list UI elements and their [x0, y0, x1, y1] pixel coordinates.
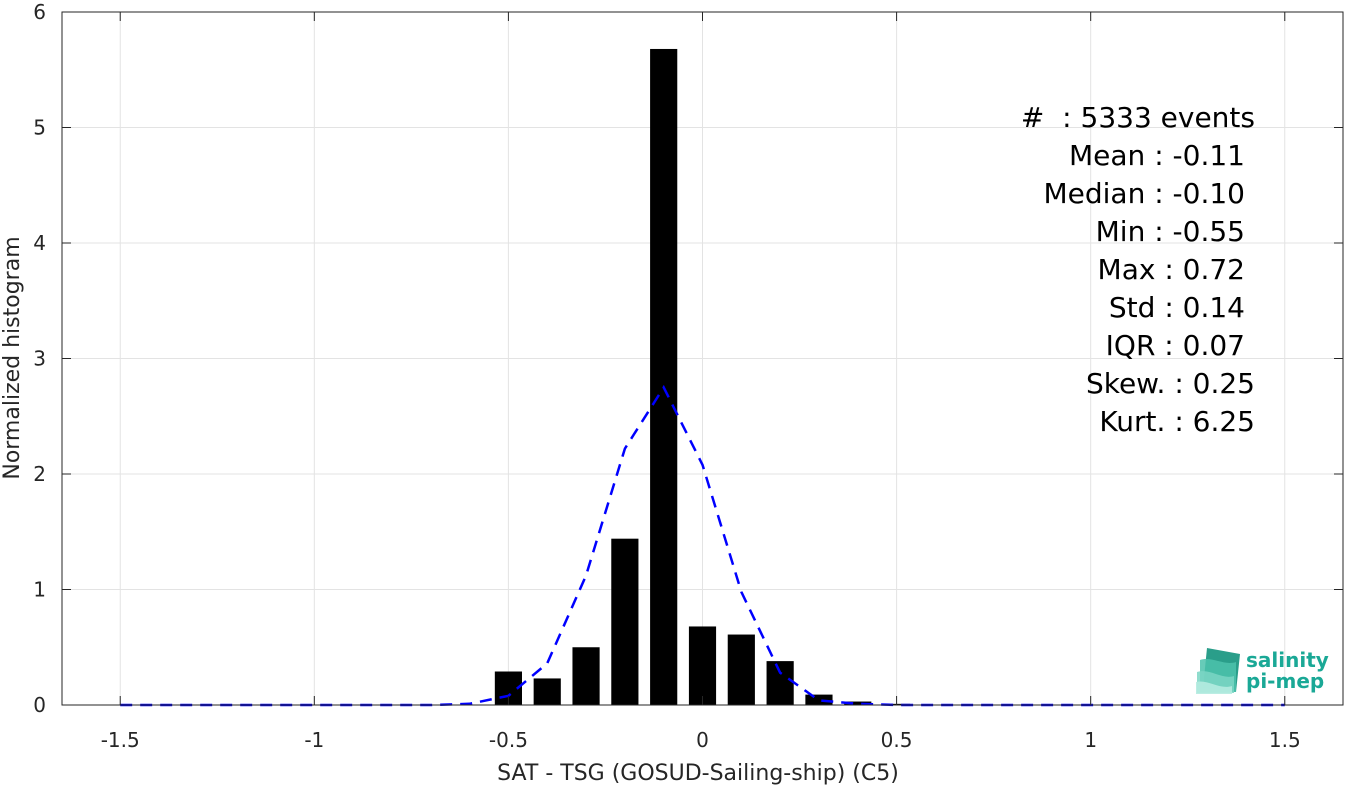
y-tick-label: 4 — [33, 231, 46, 255]
stats-skew: Skew. : 0.25 — [1086, 367, 1255, 400]
y-tick-label: 0 — [33, 693, 46, 717]
histogram-bar — [533, 678, 561, 705]
y-tick-label: 2 — [33, 462, 46, 486]
x-tick-label: 0.5 — [881, 728, 913, 752]
x-axis-title: SAT - TSG (GOSUD-Sailing-ship) (C5) — [497, 761, 899, 786]
x-tick-label: 0 — [696, 728, 709, 752]
y-tick-labels: 0 1 2 3 4 5 6 — [33, 0, 46, 717]
salinity-pi-mep-logo: salinity pi-mep — [1196, 648, 1329, 694]
histogram-bar — [688, 626, 717, 705]
stats-min: Min : -0.55 — [1096, 215, 1245, 248]
wave-logo-icon — [1196, 648, 1240, 694]
stats-events: # : 5333 events — [1021, 101, 1255, 134]
histogram-bars — [494, 48, 911, 705]
stats-median: Median : -0.10 — [1043, 177, 1245, 210]
y-tick-label: 5 — [33, 116, 46, 140]
stats-box: # : 5333 events Mean : -0.11 Median : -0… — [1021, 101, 1255, 438]
stats-mean: Mean : -0.11 — [1069, 139, 1245, 172]
x-tick-label: 1.5 — [1269, 728, 1301, 752]
x-tick-label: -1.5 — [101, 728, 140, 752]
stats-std: Std : 0.14 — [1109, 291, 1245, 324]
axis-ticks — [62, 11, 1343, 706]
y-tick-label: 1 — [33, 578, 46, 602]
histogram-bar — [650, 48, 678, 705]
histogram-bar — [611, 538, 639, 705]
logo-text-pi-mep: pi-mep — [1246, 669, 1324, 693]
histogram-bar — [727, 634, 755, 705]
x-tick-label: 1 — [1084, 728, 1097, 752]
histogram-bar — [766, 661, 794, 705]
stats-kurt: Kurt. : 6.25 — [1099, 405, 1255, 438]
histogram-bar — [572, 647, 600, 705]
x-tick-label: -0.5 — [489, 728, 528, 752]
x-tick-labels: -1.5 -1 -0.5 0 0.5 1 1.5 — [101, 728, 1301, 752]
y-tick-label: 6 — [33, 0, 46, 24]
x-tick-label: -1 — [304, 728, 324, 752]
y-axis-title: Normalized histogram — [0, 236, 25, 479]
stats-max: Max : 0.72 — [1098, 253, 1245, 286]
y-tick-label: 3 — [33, 347, 46, 371]
histogram-bar — [805, 694, 833, 705]
histogram-bar — [844, 701, 872, 705]
stats-iqr: IQR : 0.07 — [1106, 329, 1245, 362]
logo-text-salinity: salinity — [1246, 648, 1329, 672]
